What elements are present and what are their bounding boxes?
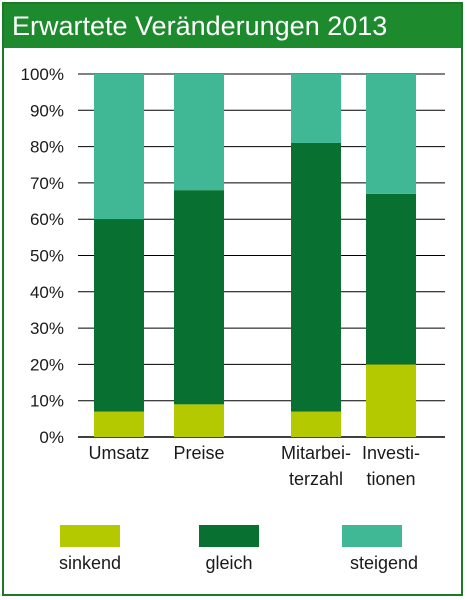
legend-swatch-sinkend xyxy=(60,525,120,547)
legend-swatch-gleich xyxy=(199,525,259,547)
bar-segment-steigend xyxy=(174,74,224,191)
y-tick-label: 20% xyxy=(30,355,64,374)
x-category-label: Mitarbei- xyxy=(281,443,351,463)
y-tick-label: 10% xyxy=(30,392,64,411)
bar-segment-steigend xyxy=(291,74,341,143)
x-category-label: Umsatz xyxy=(88,443,149,463)
bar-segment-sinkend xyxy=(174,404,224,437)
x-category-label: Preise xyxy=(173,443,224,463)
bar-segment-sinkend xyxy=(94,411,144,437)
y-tick-label: 0% xyxy=(39,428,64,447)
x-category-label: Investi- xyxy=(362,443,420,463)
bar-segment-sinkend xyxy=(366,364,416,437)
x-category-label: terzahl xyxy=(289,469,343,489)
legend-label-steigend: steigend xyxy=(350,553,418,573)
y-tick-label: 40% xyxy=(30,283,64,302)
bar-segment-sinkend xyxy=(291,411,341,437)
y-tick-label: 30% xyxy=(30,319,64,338)
bar-segment-gleich xyxy=(94,219,144,412)
y-tick-label: 90% xyxy=(30,101,64,120)
y-tick-label: 100% xyxy=(21,65,64,84)
legend-label-gleich: gleich xyxy=(205,553,252,573)
bar-segment-steigend xyxy=(366,74,416,194)
chart-title: Erwartete Veränderungen 2013 xyxy=(4,4,461,48)
x-category-label: tionen xyxy=(366,469,415,489)
bar-segment-steigend xyxy=(94,74,144,220)
legend-swatch-steigend xyxy=(342,525,402,547)
bar-segment-gleich xyxy=(366,193,416,365)
y-tick-label: 60% xyxy=(30,210,64,229)
legend-label-sinkend: sinkend xyxy=(59,553,121,573)
bar-segment-gleich xyxy=(174,190,224,405)
y-tick-label: 80% xyxy=(30,138,64,157)
bar-segment-gleich xyxy=(291,142,341,412)
y-tick-label: 70% xyxy=(30,174,64,193)
y-tick-label: 50% xyxy=(30,247,64,266)
